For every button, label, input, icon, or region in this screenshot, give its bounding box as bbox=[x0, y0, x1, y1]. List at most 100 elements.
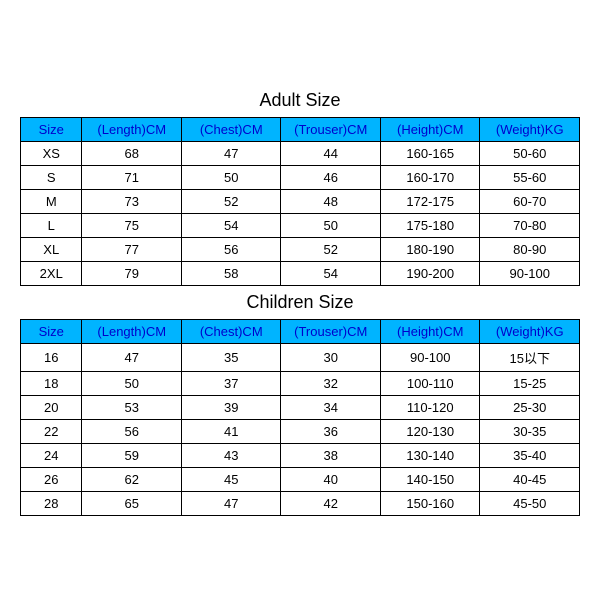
table-cell: 30-35 bbox=[480, 420, 580, 444]
table-cell: 26 bbox=[21, 468, 82, 492]
table-cell: 20 bbox=[21, 396, 82, 420]
table-cell: 38 bbox=[281, 444, 381, 468]
table-cell: 43 bbox=[181, 444, 281, 468]
table-cell: 40 bbox=[281, 468, 381, 492]
table-cell: 70-80 bbox=[480, 214, 580, 238]
table-cell: 37 bbox=[181, 372, 281, 396]
table-row: 24594338130-14035-40 bbox=[21, 444, 580, 468]
table-cell: 130-140 bbox=[380, 444, 480, 468]
column-header: (Chest)CM bbox=[181, 320, 281, 344]
table-cell: 18 bbox=[21, 372, 82, 396]
table-cell: 75 bbox=[82, 214, 182, 238]
table-cell: 59 bbox=[82, 444, 182, 468]
adult-table: Size(Length)CM(Chest)CM(Trouser)CM(Heigh… bbox=[20, 117, 580, 286]
table-cell: 2XL bbox=[21, 262, 82, 286]
column-header: (Weight)KG bbox=[480, 118, 580, 142]
table-cell: 54 bbox=[181, 214, 281, 238]
table-cell: 68 bbox=[82, 142, 182, 166]
table-cell: 53 bbox=[82, 396, 182, 420]
table-cell: 34 bbox=[281, 396, 381, 420]
table-cell: 47 bbox=[181, 492, 281, 516]
adult-title: Adult Size bbox=[20, 84, 580, 117]
table-row: M735248172-17560-70 bbox=[21, 190, 580, 214]
table-cell: 150-160 bbox=[380, 492, 480, 516]
table-cell: 65 bbox=[82, 492, 182, 516]
children-body: 1647353090-10015以下18503732100-11015-2520… bbox=[21, 344, 580, 516]
table-cell: 40-45 bbox=[480, 468, 580, 492]
table-cell: 52 bbox=[281, 238, 381, 262]
table-cell: M bbox=[21, 190, 82, 214]
column-header: (Length)CM bbox=[82, 118, 182, 142]
table-cell: 16 bbox=[21, 344, 82, 372]
table-row: 2XL795854190-20090-100 bbox=[21, 262, 580, 286]
table-row: XS684744160-16550-60 bbox=[21, 142, 580, 166]
table-cell: 45 bbox=[181, 468, 281, 492]
table-cell: 15以下 bbox=[480, 344, 580, 372]
table-row: 28654742150-16045-50 bbox=[21, 492, 580, 516]
column-header: (Height)CM bbox=[380, 320, 480, 344]
children-table: Size(Length)CM(Chest)CM(Trouser)CM(Heigh… bbox=[20, 319, 580, 516]
column-header: (Height)CM bbox=[380, 118, 480, 142]
table-cell: 30 bbox=[281, 344, 381, 372]
table-cell: 175-180 bbox=[380, 214, 480, 238]
table-cell: 22 bbox=[21, 420, 82, 444]
table-cell: 54 bbox=[281, 262, 381, 286]
table-cell: 58 bbox=[181, 262, 281, 286]
table-row: 1647353090-10015以下 bbox=[21, 344, 580, 372]
table-cell: 71 bbox=[82, 166, 182, 190]
table-cell: 77 bbox=[82, 238, 182, 262]
table-row: 26624540140-15040-45 bbox=[21, 468, 580, 492]
table-cell: 42 bbox=[281, 492, 381, 516]
table-row: XL775652180-19080-90 bbox=[21, 238, 580, 262]
table-row: 18503732100-11015-25 bbox=[21, 372, 580, 396]
size-chart: Adult Size Size(Length)CM(Chest)CM(Trous… bbox=[20, 84, 580, 516]
adult-header-row: Size(Length)CM(Chest)CM(Trouser)CM(Heigh… bbox=[21, 118, 580, 142]
column-header: Size bbox=[21, 118, 82, 142]
table-row: L755450175-18070-80 bbox=[21, 214, 580, 238]
table-cell: 73 bbox=[82, 190, 182, 214]
table-cell: 180-190 bbox=[380, 238, 480, 262]
table-cell: 35-40 bbox=[480, 444, 580, 468]
table-cell: 56 bbox=[181, 238, 281, 262]
table-cell: 25-30 bbox=[480, 396, 580, 420]
table-row: 20533934110-12025-30 bbox=[21, 396, 580, 420]
table-cell: 190-200 bbox=[380, 262, 480, 286]
column-header: (Trouser)CM bbox=[281, 118, 381, 142]
column-header: (Chest)CM bbox=[181, 118, 281, 142]
table-cell: 140-150 bbox=[380, 468, 480, 492]
column-header: (Length)CM bbox=[82, 320, 182, 344]
column-header: Size bbox=[21, 320, 82, 344]
table-cell: 35 bbox=[181, 344, 281, 372]
table-cell: 36 bbox=[281, 420, 381, 444]
table-cell: L bbox=[21, 214, 82, 238]
table-cell: 160-170 bbox=[380, 166, 480, 190]
children-title: Children Size bbox=[20, 286, 580, 319]
table-cell: 90-100 bbox=[380, 344, 480, 372]
column-header: (Weight)KG bbox=[480, 320, 580, 344]
column-header: (Trouser)CM bbox=[281, 320, 381, 344]
table-cell: S bbox=[21, 166, 82, 190]
table-cell: 45-50 bbox=[480, 492, 580, 516]
table-cell: 90-100 bbox=[480, 262, 580, 286]
adult-body: XS684744160-16550-60S715046160-17055-60M… bbox=[21, 142, 580, 286]
table-row: 22564136120-13030-35 bbox=[21, 420, 580, 444]
table-cell: 48 bbox=[281, 190, 381, 214]
table-cell: 172-175 bbox=[380, 190, 480, 214]
table-cell: 120-130 bbox=[380, 420, 480, 444]
table-cell: 50 bbox=[281, 214, 381, 238]
table-cell: 80-90 bbox=[480, 238, 580, 262]
table-cell: 100-110 bbox=[380, 372, 480, 396]
table-cell: 50 bbox=[82, 372, 182, 396]
table-cell: 32 bbox=[281, 372, 381, 396]
table-cell: XS bbox=[21, 142, 82, 166]
children-header-row: Size(Length)CM(Chest)CM(Trouser)CM(Heigh… bbox=[21, 320, 580, 344]
table-cell: XL bbox=[21, 238, 82, 262]
table-cell: 56 bbox=[82, 420, 182, 444]
table-cell: 41 bbox=[181, 420, 281, 444]
table-cell: 47 bbox=[82, 344, 182, 372]
table-cell: 60-70 bbox=[480, 190, 580, 214]
table-cell: 55-60 bbox=[480, 166, 580, 190]
table-cell: 62 bbox=[82, 468, 182, 492]
table-cell: 39 bbox=[181, 396, 281, 420]
table-cell: 47 bbox=[181, 142, 281, 166]
